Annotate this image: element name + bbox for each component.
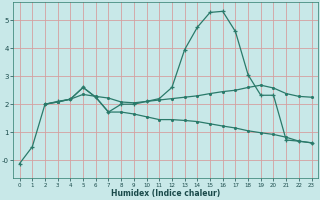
X-axis label: Humidex (Indice chaleur): Humidex (Indice chaleur): [111, 189, 220, 198]
